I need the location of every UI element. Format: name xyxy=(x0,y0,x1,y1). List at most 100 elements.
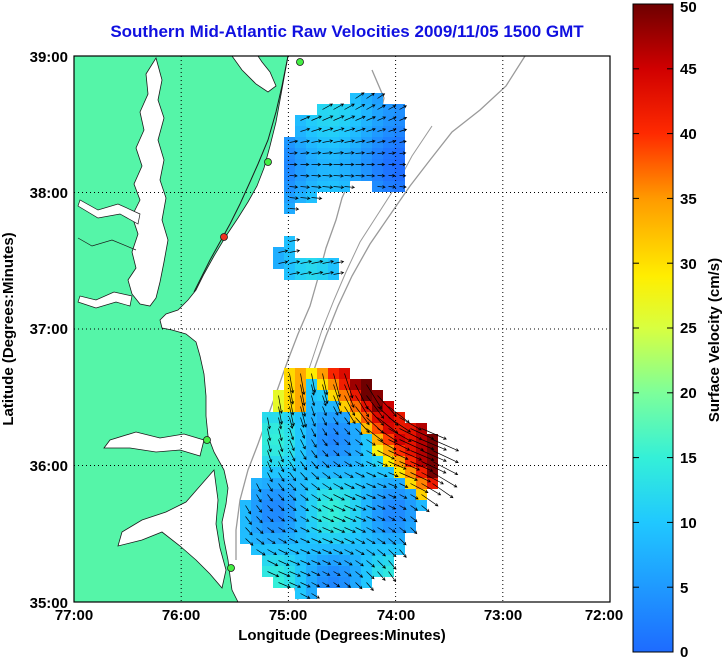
velocity-arrow xyxy=(421,428,447,440)
x-tick-label: 74:00 xyxy=(377,607,415,624)
velocity-arrow xyxy=(421,505,430,513)
velocity-arrow xyxy=(388,139,397,144)
velocity-arrow xyxy=(278,428,283,442)
velocity-arrow xyxy=(366,162,376,167)
velocity-arrow xyxy=(333,472,343,479)
velocity-arrow xyxy=(311,538,322,544)
velocity-arrow xyxy=(421,472,444,485)
velocity-arrow xyxy=(300,494,309,501)
velocity-arrow xyxy=(355,450,364,456)
colorbar-tick-label: 45 xyxy=(680,61,697,78)
velocity-arrow xyxy=(377,560,386,569)
velocity-arrow xyxy=(267,439,272,453)
velocity-arrow xyxy=(267,417,271,430)
velocity-arrow xyxy=(278,249,289,253)
velocity-arrow xyxy=(278,461,285,473)
velocity-arrow xyxy=(333,260,345,264)
velocity-arrow xyxy=(355,516,367,522)
velocity-arrow xyxy=(333,461,341,468)
velocity-arrow xyxy=(333,516,346,523)
velocity-arrow xyxy=(344,516,357,522)
velocity-arrow xyxy=(366,571,375,580)
velocity-arrow xyxy=(399,139,407,144)
velocity-arrow xyxy=(311,139,322,143)
velocity-arrow xyxy=(388,105,397,110)
velocity-arrow xyxy=(289,271,301,275)
velocity-arrow xyxy=(267,560,279,567)
velocity-arrow xyxy=(256,538,265,545)
velocity-arrow xyxy=(366,560,376,568)
velocity-arrow xyxy=(355,384,369,410)
velocity-arrow xyxy=(355,115,366,121)
velocity-arrow xyxy=(300,483,309,491)
velocity-arrow xyxy=(311,417,316,427)
y-tick-label: 38:00 xyxy=(30,185,68,202)
velocity-arrow xyxy=(344,395,356,417)
velocity-arrow xyxy=(377,428,398,442)
velocity-arrow xyxy=(311,494,322,501)
velocity-arrow xyxy=(333,450,340,457)
velocity-arrow xyxy=(322,139,334,143)
velocity-arrow xyxy=(333,103,345,110)
velocity-arrow xyxy=(322,373,329,396)
velocity-arrow xyxy=(300,162,310,167)
velocity-arrow xyxy=(333,538,345,544)
velocity-arrow xyxy=(300,151,310,155)
velocity-arrow xyxy=(311,428,317,438)
velocity-arrow xyxy=(311,260,324,264)
x-tick-label: 73:00 xyxy=(484,607,522,624)
velocity-arrow xyxy=(377,527,386,533)
velocity-arrow xyxy=(399,173,407,178)
velocity-arrow xyxy=(410,483,429,494)
velocity-arrow xyxy=(333,527,346,533)
x-tick-label: 77:00 xyxy=(55,607,93,624)
velocity-arrow xyxy=(377,395,397,417)
velocity-arrow xyxy=(344,483,355,489)
x-tick-label: 72:00 xyxy=(585,607,623,624)
velocity-arrow xyxy=(322,428,328,436)
velocity-arrow xyxy=(289,260,301,264)
velocity-arrow xyxy=(388,116,397,121)
velocity-arrow xyxy=(344,185,356,189)
velocity-arrow xyxy=(278,417,283,430)
velocity-arrow xyxy=(344,571,352,577)
velocity-arrow xyxy=(366,582,374,591)
velocity-arrow xyxy=(289,527,298,533)
radar-station-marker xyxy=(227,564,235,572)
velocity-arrow xyxy=(333,174,344,178)
velocity-arrow xyxy=(322,450,329,458)
velocity-arrow xyxy=(300,439,306,450)
velocity-arrow xyxy=(399,417,422,431)
velocity-arrows xyxy=(245,92,460,599)
potomac-river xyxy=(77,199,141,225)
james-river xyxy=(77,291,133,309)
velocity-arrow xyxy=(300,127,311,132)
velocity-arrow xyxy=(399,461,421,471)
radar-station-marker xyxy=(203,436,211,444)
velocity-arrow xyxy=(267,549,278,555)
velocity-arrow xyxy=(366,92,375,99)
velocity-arrow xyxy=(311,483,321,491)
velocity-arrow xyxy=(300,271,313,275)
velocity-arrow xyxy=(278,472,285,482)
colorbar-tick-label: 35 xyxy=(680,191,697,208)
velocity-arrow xyxy=(344,439,351,446)
velocity-arrow xyxy=(355,560,364,567)
velocity-arrow xyxy=(366,116,376,121)
velocity-arrow xyxy=(333,417,339,426)
velocity-arrow xyxy=(388,483,398,488)
velocity-arrow xyxy=(311,582,321,588)
velocity-arrow xyxy=(377,494,387,499)
velocity-arrow xyxy=(388,417,411,433)
velocity-arrow xyxy=(267,527,275,533)
velocity-arrow xyxy=(311,549,322,555)
velocity-arrow xyxy=(311,406,316,417)
velocity-arrow xyxy=(366,104,376,110)
velocity-arrow xyxy=(333,571,341,576)
map-title: Southern Mid-Atlantic Raw Velocities 200… xyxy=(110,22,584,41)
velocity-arrow xyxy=(388,173,396,178)
delaware-bay xyxy=(231,56,277,93)
velocity-arrow xyxy=(333,115,345,121)
plot-frame xyxy=(73,55,611,603)
velocity-arrow xyxy=(267,505,274,512)
